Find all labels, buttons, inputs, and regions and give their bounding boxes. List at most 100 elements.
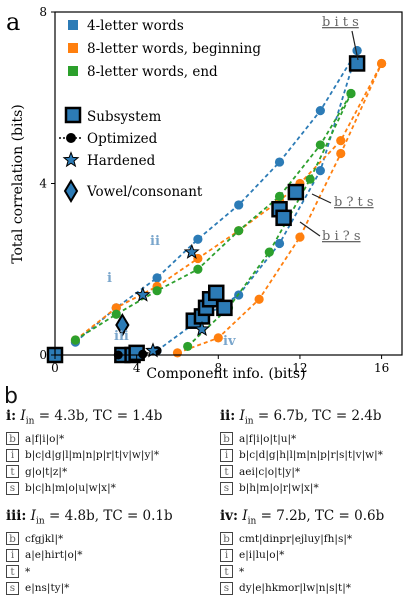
series-point xyxy=(111,309,121,319)
letter-row: s b|c|h|m|o|u|w|x|* xyxy=(6,480,211,497)
letter-box: i xyxy=(6,548,19,562)
series-line xyxy=(177,63,383,354)
series-point xyxy=(274,191,285,201)
letter-box: i xyxy=(6,448,19,462)
y-tick-label: 0 xyxy=(39,348,47,362)
letter-options: b|c|d|g|l|m|n|p|r|t|v|w|y|* xyxy=(25,449,160,462)
letter-row: t * xyxy=(6,564,211,581)
legend-swatch-green xyxy=(68,66,78,76)
series-point xyxy=(315,166,325,176)
block-iin: 4.3b xyxy=(54,408,85,424)
annotation-bi-s-pointer xyxy=(299,221,321,237)
legend-vowel-consonant-icon xyxy=(63,179,79,203)
letter-box: t xyxy=(220,465,233,479)
annotation-bi-s: b i ? s xyxy=(322,229,361,244)
legend-swatch-blue xyxy=(68,20,78,30)
block-iii: iii: Iin = 4.8b, TC = 0.1b b cfgjkl|* i a|e|… xyxy=(6,508,211,597)
block-tc: 2.4b xyxy=(351,408,382,424)
label-i: i xyxy=(107,271,112,286)
block-tc: 0.6b xyxy=(354,508,385,524)
letter-row: i e|i|lu|o|* xyxy=(220,547,415,564)
series-point xyxy=(336,148,346,159)
legend-swatch-orange xyxy=(68,43,78,53)
label-ii: ii xyxy=(150,234,160,249)
series-point xyxy=(305,174,315,184)
letter-options: b|c|h|m|o|u|w|x|* xyxy=(25,482,116,495)
y-tick-label: 4 xyxy=(39,177,47,191)
block-iv: iv: Iin = 7.2b, TC = 0.6b b cmt|dinpr|ejlu… xyxy=(220,508,415,597)
hardened-marker xyxy=(134,286,151,302)
letter-box: b xyxy=(220,532,233,546)
block-header: i: Iin = 4.3b, TC = 1.4b xyxy=(6,408,163,427)
hardened-marker xyxy=(144,342,161,358)
letter-row: s dy|e|hkmor|lw|n|s|t|* xyxy=(220,580,415,597)
letter-row: i b|c|d|g|l|m|n|p|r|t|v|w|y|* xyxy=(6,447,211,464)
series-point xyxy=(315,140,325,150)
legend-hardened-icon xyxy=(62,151,80,168)
series-point xyxy=(346,88,356,99)
legend: 4-letter words 8-letter words, beginning… xyxy=(59,18,261,203)
series-point xyxy=(295,232,305,242)
annotation-b-ts-pointer xyxy=(311,193,332,204)
letter-options: a|f|i|o|* xyxy=(25,432,65,445)
series-point xyxy=(352,45,362,56)
letter-options: dy|e|hkmor|lw|n|s|t|* xyxy=(239,582,352,595)
block-tc: 0.1b xyxy=(142,508,173,524)
series-point xyxy=(213,333,223,343)
panel-b-label: b xyxy=(4,384,18,409)
hardened-marker xyxy=(183,243,200,259)
legend-subsystem: Subsystem xyxy=(87,109,161,125)
subsystem-marker xyxy=(208,284,225,302)
letter-options: e|i|lu|o|* xyxy=(239,549,285,562)
block-roman: iii: xyxy=(6,508,27,524)
letter-row: b a|f|i|o|* xyxy=(6,431,211,448)
letter-box: t xyxy=(6,565,19,579)
letter-box: s xyxy=(6,581,19,595)
x-tick-label: 0 xyxy=(51,361,59,375)
letter-options: b|h|m|o|r|w|x|* xyxy=(239,482,319,495)
figure-panel-b: b i: Iin = 4.3b, TC = 1.4b b a|f|i|o|* i b|c… xyxy=(0,380,415,608)
letter-row: t * xyxy=(220,564,415,581)
x-axis-label: Component info. (bits) xyxy=(146,366,305,380)
word-annotations: b i t s b ? t s b i ? s xyxy=(299,15,374,244)
y-axis-label: Total correlation (bits) xyxy=(10,104,26,264)
letter-box: b xyxy=(220,432,233,446)
letter-box: t xyxy=(220,565,233,579)
series-point xyxy=(264,247,274,257)
letter-options: * xyxy=(239,565,245,578)
letter-row: t g|o|t|z|* xyxy=(6,464,211,481)
letter-options: * xyxy=(25,565,31,578)
letter-box: s xyxy=(6,481,19,495)
series-point xyxy=(193,264,203,274)
series-point xyxy=(234,200,244,210)
block-i: i: Iin = 4.3b, TC = 1.4b b a|f|i|o|* i b|c|d… xyxy=(6,408,211,497)
legend-hardened: Hardened xyxy=(87,153,156,169)
series-point xyxy=(152,286,162,296)
block-header: iv: Iin = 7.2b, TC = 0.6b xyxy=(220,508,385,527)
letter-row: b cfgjkl|* xyxy=(6,531,211,548)
figure-panel-a: a 0 4 8 12 16 0 4 8 Total correlation (bits) Co… xyxy=(6,5,403,380)
block-iin: 6.7b xyxy=(273,408,304,424)
subsystem-marker xyxy=(287,183,305,201)
vowel-consonant-marker xyxy=(115,313,130,337)
x-tick-label: 12 xyxy=(292,361,307,375)
x-tick-label: 16 xyxy=(374,361,389,375)
label-iii: iii xyxy=(114,329,129,344)
legend-optimized: Optimized xyxy=(87,131,158,147)
subsystem-marker xyxy=(275,209,292,227)
letter-row: t aei|c|o|t|y|* xyxy=(220,464,415,481)
letter-options: g|o|t|z|* xyxy=(25,465,68,478)
block-roman: ii: xyxy=(220,408,236,424)
block-tc: 1.4b xyxy=(132,408,163,424)
block-header: iii: Iin = 4.8b, TC = 0.1b xyxy=(6,508,173,527)
series-point xyxy=(70,335,81,345)
letter-box: i xyxy=(220,548,233,562)
block-header: ii: Iin = 6.7b, TC = 2.4b xyxy=(220,408,382,427)
label-iv: iv xyxy=(223,334,236,349)
annotation-bits: b i t s xyxy=(322,15,359,30)
letter-options: b|c|d|g|h|l|m|n|p|r|s|t|v|w|* xyxy=(239,449,383,462)
letter-options: a|f|i|o|t|u|* xyxy=(239,432,297,445)
letter-box: t xyxy=(6,465,19,479)
legend-vowel-consonant: Vowel/consonant xyxy=(86,184,203,200)
letter-options: a|e|hirt|o|* xyxy=(25,549,83,562)
